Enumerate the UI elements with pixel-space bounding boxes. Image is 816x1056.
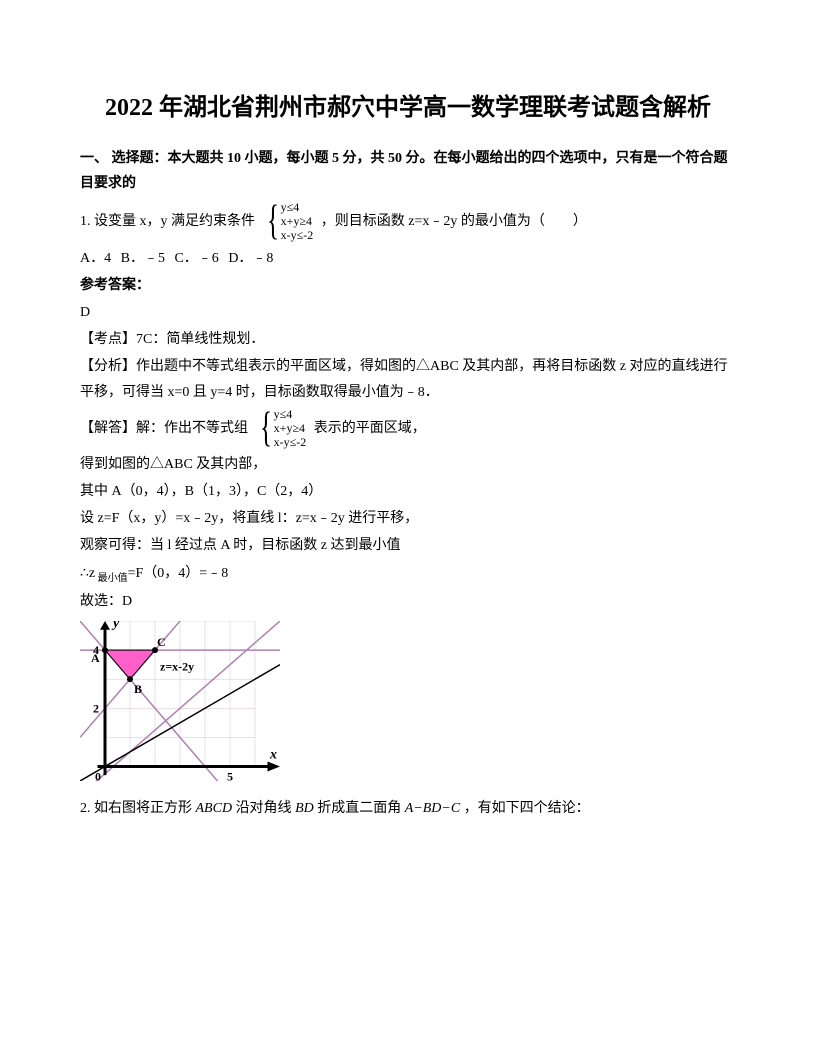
svg-text:C: C: [157, 635, 166, 649]
svg-text:0: 0: [95, 769, 101, 781]
q1-suffix: ，则目标函数 z=x﹣2y 的最小值为（ ）: [321, 214, 587, 229]
svg-text:y: y: [111, 621, 120, 631]
q1-options: A．4 B．﹣5 C．﹣6 D．﹣8: [80, 246, 736, 271]
option-d: D．﹣8: [228, 251, 273, 266]
answer-value: D: [80, 300, 736, 325]
q2-mid: 沿对角线: [236, 801, 292, 816]
brace1-l1: y≤4: [281, 200, 314, 214]
answer-label: 参考答案：: [80, 273, 736, 298]
sol-line-3: 设 z=F（x，y）=x﹣2y，将直线 l：z=x﹣2y 进行平移，: [80, 506, 736, 531]
option-a: A．4: [80, 251, 111, 266]
page-title: 2022 年湖北省荆州市郝穴中学高一数学理联考试题含解析: [80, 90, 736, 126]
q2-mid2: 折成直二面角: [317, 801, 401, 816]
brace1-l3: x-y≤-2: [281, 228, 314, 242]
svg-text:z=x-2y: z=x-2y: [160, 659, 194, 673]
q1-prefix: 1. 设变量 x，y 满足约束条件: [80, 214, 255, 229]
q2-dihedral: A−BD−C: [405, 801, 460, 816]
sol-line-4: 观察可得：当 l 经过点 A 时，目标函数 z 达到最小值: [80, 533, 736, 558]
kaodian: 【考点】7C：简单线性规划．: [80, 327, 736, 352]
jieda: 【解答】解：作出不等式组 { y≤4 x+y≥4 x-y≤-2 表示的平面区域，: [80, 407, 736, 450]
sol5-pre: ∴z: [80, 566, 95, 581]
constraint-brace-1: { y≤4 x+y≥4 x-y≤-2: [263, 200, 314, 243]
graph-svg: yxABCz=x-2y0425: [80, 621, 280, 781]
fenxi: 【分析】作出题中不等式组表示的平面区域，得如图的△ABC 及其内部，再将目标函数…: [80, 354, 736, 404]
q2-bd: BD: [295, 801, 314, 816]
option-b: B．﹣5: [121, 251, 165, 266]
q2-abcd: ABCD: [196, 801, 233, 816]
section-heading: 一、 选择题：本大题共 10 小题，每小题 5 分，共 50 分。在每小题给出的…: [80, 146, 736, 196]
svg-text:2: 2: [93, 701, 99, 715]
question-2: 2. 如右图将正方形 ABCD 沿对角线 BD 折成直二面角 A−BD−C ，有…: [80, 796, 736, 821]
sol-line-2: 其中 A（0，4），B（1，3），C（2，4）: [80, 479, 736, 504]
svg-text:5: 5: [227, 769, 233, 781]
feasible-region-graph: yxABCz=x-2y0425: [80, 621, 736, 790]
sol-line-6: 故选：D: [80, 589, 736, 614]
brace2-l3: x-y≤-2: [274, 435, 307, 449]
sol5-sub: 最小值: [95, 572, 128, 583]
sol-line-5: ∴z 最小值=F（0，4）=﹣8: [80, 561, 736, 588]
svg-text:x: x: [269, 747, 277, 762]
brace2-l2: x+y≥4: [274, 421, 307, 435]
svg-text:4: 4: [93, 643, 99, 657]
brace1-l2: x+y≥4: [281, 214, 314, 228]
option-c: C．﹣6: [174, 251, 218, 266]
svg-text:B: B: [134, 682, 142, 696]
q2-suffix: ，有如下四个结论：: [464, 801, 590, 816]
brace2-l1: y≤4: [274, 407, 307, 421]
question-1: 1. 设变量 x，y 满足约束条件 { y≤4 x+y≥4 x-y≤-2 ，则目…: [80, 200, 736, 243]
jieda-suffix: 表示的平面区域，: [314, 421, 426, 436]
jieda-prefix: 【解答】解：作出不等式组: [80, 421, 248, 436]
constraint-brace-2: { y≤4 x+y≥4 x-y≤-2: [256, 407, 307, 450]
sol-line-1: 得到如图的△ABC 及其内部，: [80, 452, 736, 477]
q2-prefix: 2. 如右图将正方形: [80, 801, 192, 816]
sol5-post: =F（0，4）=﹣8: [128, 566, 229, 581]
